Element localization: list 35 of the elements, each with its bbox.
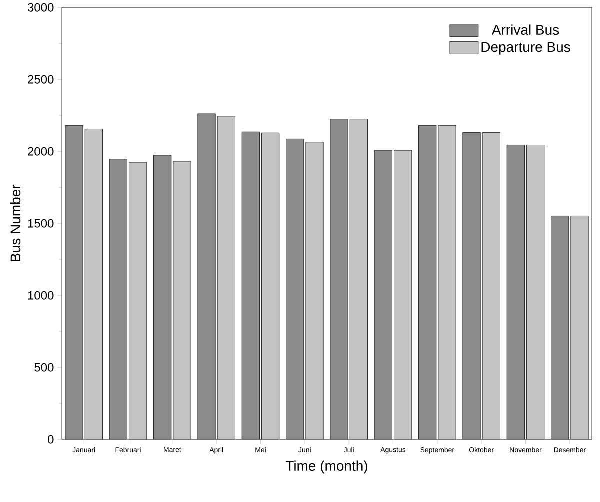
bar — [482, 132, 500, 440]
bar — [242, 132, 260, 440]
y-tick-label: 2000 — [28, 148, 54, 156]
y-tick-label: 2500 — [28, 76, 54, 84]
bar — [551, 216, 570, 440]
bar — [438, 126, 456, 440]
bar — [198, 114, 216, 440]
bar — [154, 156, 172, 440]
legend-label: Arrival Bus — [492, 24, 560, 36]
bar — [462, 132, 481, 440]
bar — [65, 126, 84, 440]
bar — [218, 116, 236, 440]
y-tick-label: 3000 — [28, 4, 54, 12]
legend-label: Departure Bus — [482, 42, 570, 56]
bar — [306, 142, 324, 440]
bar — [262, 133, 280, 440]
bar — [394, 150, 412, 440]
y-tick-label: 0 — [48, 436, 54, 444]
bar — [173, 162, 192, 440]
bar — [418, 126, 436, 440]
bar — [85, 129, 103, 440]
bar — [286, 139, 304, 440]
bar — [110, 160, 128, 440]
bar — [374, 150, 392, 440]
bar — [129, 162, 147, 440]
x-axis-title: Time (month) — [286, 460, 368, 474]
y-tick-label: 500 — [34, 364, 54, 372]
y-tick-label: 1500 — [28, 220, 54, 228]
bar — [350, 120, 368, 440]
bar — [526, 145, 544, 440]
y-axis-title: Bus Number — [10, 185, 21, 262]
y-tick-label: 1000 — [28, 292, 54, 300]
bar — [330, 120, 348, 440]
bar — [507, 145, 525, 440]
bar — [570, 216, 589, 440]
